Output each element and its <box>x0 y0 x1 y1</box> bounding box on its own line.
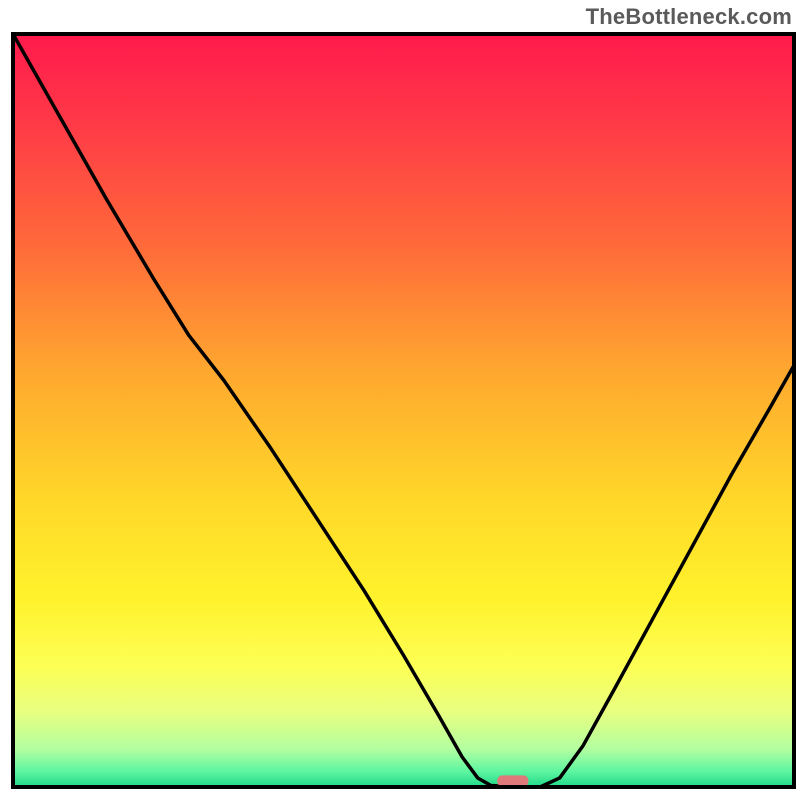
optimal-marker <box>497 775 528 786</box>
bottleneck-chart: TheBottleneck.com <box>0 0 800 800</box>
chart-svg <box>0 0 800 800</box>
watermark-text: TheBottleneck.com <box>586 4 792 30</box>
gradient-background <box>13 34 794 787</box>
